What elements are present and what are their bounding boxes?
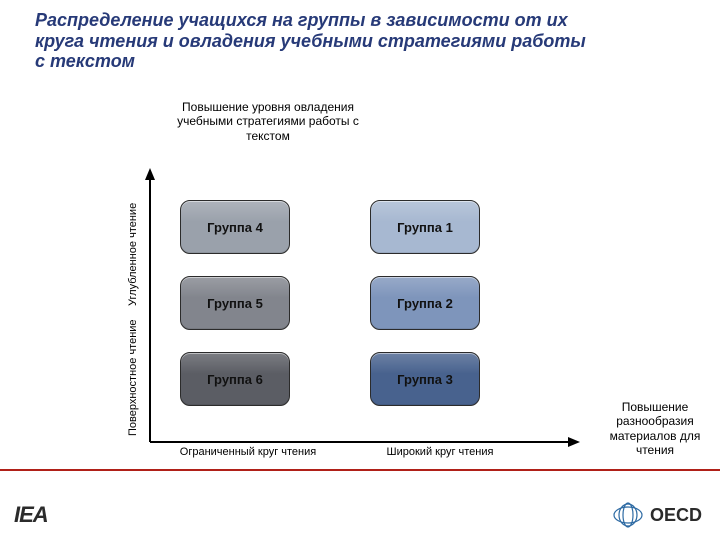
oecd-ring-icon xyxy=(612,502,644,528)
group-box: Группа 3 xyxy=(370,352,480,406)
group-box: Группа 1 xyxy=(370,200,480,254)
group-box: Группа 5 xyxy=(180,276,290,330)
group-box: Группа 6 xyxy=(180,352,290,406)
group-box: Группа 4 xyxy=(180,200,290,254)
slide: Распределение учащихся на группы в завис… xyxy=(0,0,720,540)
oecd-logo-text: OECD xyxy=(650,505,702,526)
iea-logo: IEA xyxy=(14,502,48,528)
axes xyxy=(0,0,720,540)
group-box: Группа 2 xyxy=(370,276,480,330)
footer-divider xyxy=(0,469,720,471)
oecd-logo: OECD xyxy=(612,502,702,528)
